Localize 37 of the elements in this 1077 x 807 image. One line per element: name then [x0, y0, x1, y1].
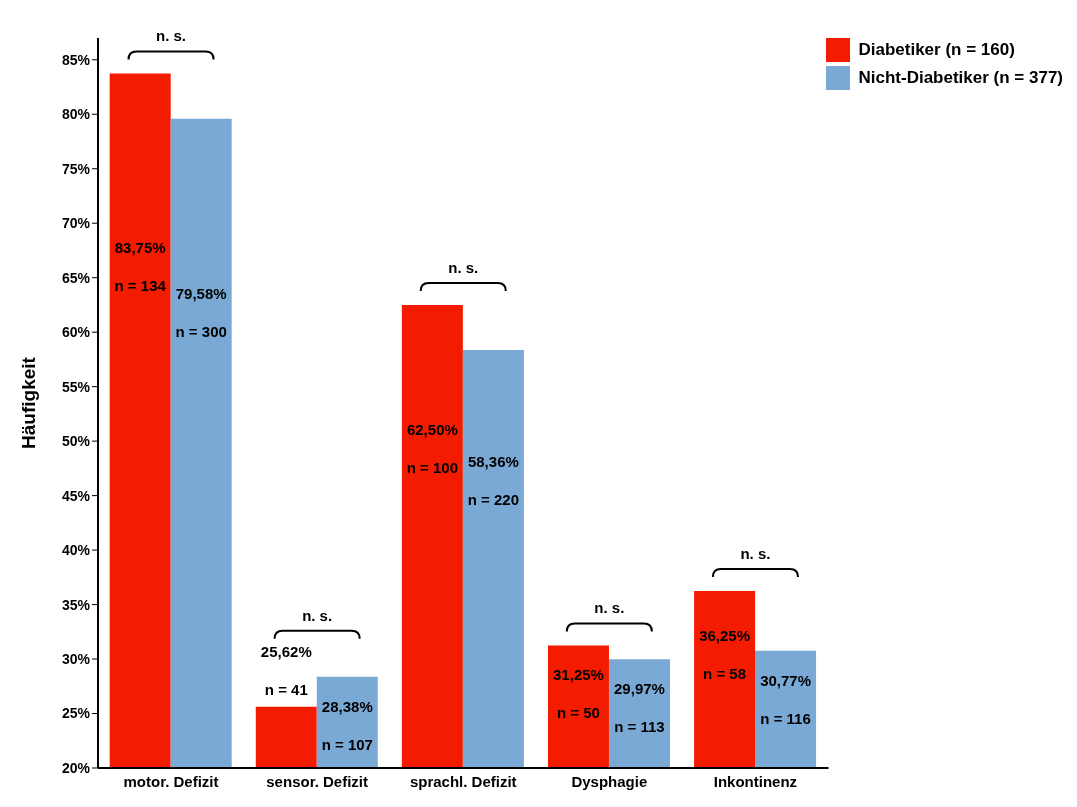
- y-tick-label: 50%: [61, 433, 91, 450]
- y-axis-title: Häufigkeit: [17, 356, 39, 449]
- annotation: n. s.: [156, 27, 187, 45]
- legend-label: Diabetiker (n = 160): [858, 40, 1015, 60]
- y-tick-label: 65%: [61, 269, 91, 286]
- x-tick-label: Dysphagie: [571, 772, 648, 790]
- y-tick-label: 20%: [61, 759, 91, 776]
- text: 29,97% n = 113: [614, 680, 665, 736]
- legend-label: Nicht-Diabetiker (n = 377): [858, 68, 1063, 88]
- x-tick-label: sprachl. Defizit: [409, 772, 517, 790]
- text: 31,25% n = 50: [553, 666, 604, 722]
- annotation: n. s.: [448, 258, 479, 276]
- y-tick-label: 70%: [61, 215, 91, 232]
- y-tick-label: 40%: [61, 542, 91, 559]
- y-tick-label: 45%: [61, 487, 91, 504]
- annotation: n. s.: [594, 599, 625, 617]
- text: 62,50% n = 100: [406, 420, 459, 476]
- text: 36,25% n = 58: [699, 626, 750, 682]
- x-tick-label: sensor. Defizit: [266, 772, 368, 790]
- y-tick-label: 75%: [61, 160, 91, 177]
- text: 58,36% n = 220: [467, 453, 520, 509]
- annotation: n. s.: [740, 544, 771, 562]
- text: 79,58% n = 300: [175, 284, 227, 340]
- text: 30,77% n = 116: [760, 671, 811, 727]
- text: 25,62% n = 41: [260, 642, 312, 698]
- y-tick-label: 60%: [61, 324, 91, 341]
- y-tick-label: 85%: [61, 51, 91, 68]
- annotation: n. s.: [302, 606, 333, 624]
- x-tick-label: Inkontinenz: [713, 772, 798, 790]
- y-tick-label: 25%: [61, 705, 91, 722]
- y-tick-label: 30%: [61, 651, 91, 668]
- y-tick-label: 55%: [61, 378, 91, 395]
- y-tick-label: 80%: [61, 106, 91, 123]
- text: 83,75% n = 134: [114, 239, 166, 295]
- x-tick-label: motor. Defizit: [123, 772, 219, 790]
- y-tick-label: 35%: [61, 596, 91, 613]
- text: 28,38% n = 107: [321, 697, 373, 753]
